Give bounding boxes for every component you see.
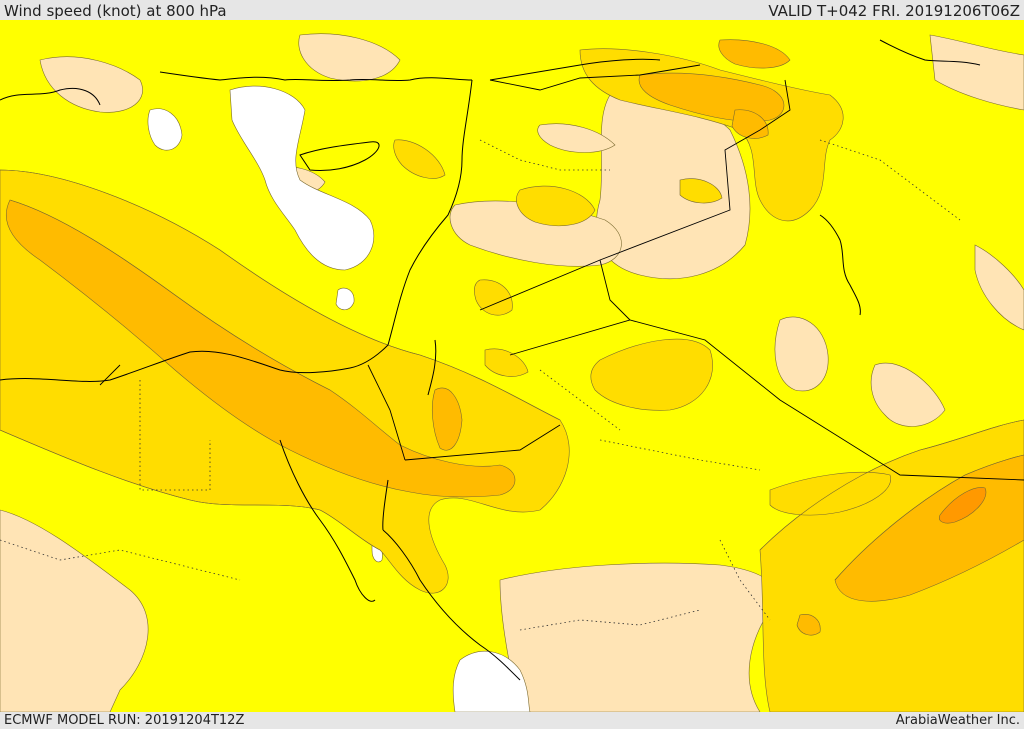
map-title: Wind speed (knot) at 800 hPa: [4, 2, 227, 20]
moderate-wind-area: [474, 279, 513, 316]
map-canvas: [0, 20, 1024, 712]
coastline: [879, 39, 981, 66]
coastline: [489, 58, 661, 81]
strong-wind-area: [638, 72, 785, 122]
moderate-wind-area: [484, 348, 529, 377]
low-wind-area: [298, 33, 401, 82]
moderate-wind-area: [590, 338, 713, 411]
low-wind-area: [774, 316, 829, 392]
low-wind-area: [39, 56, 143, 113]
coastline: [427, 339, 437, 396]
coastline: [159, 71, 473, 82]
contour-line: [0, 429, 381, 551]
map-footer: ECMWF MODEL RUN: 20191204T12Z ArabiaWeat…: [0, 712, 1024, 729]
contour-lines: [0, 169, 1024, 581]
coastline: [0, 79, 473, 382]
internal-boundaries: [0, 139, 961, 631]
internal-boundary: [519, 609, 701, 631]
credit: ArabiaWeather Inc.: [895, 713, 1020, 728]
coastline: [382, 529, 521, 681]
very-strong-wind-area: [939, 487, 987, 524]
strong-wind-area: [796, 614, 821, 636]
calm-area: [335, 287, 355, 311]
strong-wind-area: [718, 39, 791, 69]
strong-wind-area: [731, 109, 769, 139]
calm-areas: [147, 85, 531, 712]
low-wind-area: [0, 509, 149, 712]
internal-boundary: [539, 369, 621, 431]
coastline: [0, 87, 101, 106]
wind-speed-map: [0, 20, 1024, 712]
border-line: [599, 259, 631, 321]
low-wind-area: [537, 123, 616, 153]
border-line: [367, 364, 406, 461]
coastline: [279, 439, 376, 602]
contour-line: [9, 199, 331, 391]
contour-line: [759, 419, 1024, 551]
political-borders: [99, 64, 1024, 481]
moderate-wind-area: [393, 139, 446, 179]
coastlines: [0, 39, 981, 681]
internal-boundary: [819, 139, 961, 221]
contour-line: [834, 454, 1024, 581]
internal-boundary: [139, 380, 211, 491]
low-wind-area: [499, 562, 777, 712]
border-line: [509, 319, 1024, 481]
contour-line: [0, 169, 561, 421]
low-wind-area: [929, 34, 1024, 111]
model-run: ECMWF MODEL RUN: 20191204T12Z: [4, 713, 245, 728]
low-wind-area: [870, 362, 946, 427]
calm-area: [147, 108, 183, 151]
valid-time: VALID T+042 FRI. 20191206T06Z: [768, 2, 1020, 20]
moderate-wind-area: [679, 178, 723, 204]
coastline: [819, 214, 861, 316]
strong-wind-area: [431, 387, 463, 451]
map-header: Wind speed (knot) at 800 hPa VALID T+042…: [0, 0, 1024, 20]
calm-area: [452, 651, 531, 712]
moderate-wind-area: [516, 185, 596, 227]
border-line: [404, 424, 561, 461]
low-wind-areas: [0, 33, 1024, 712]
coastline: [299, 141, 380, 171]
coastline: [382, 479, 389, 531]
border-line: [489, 64, 701, 91]
border-line: [99, 364, 121, 386]
very-strong-wind-areas: [939, 487, 987, 524]
internal-boundary: [719, 539, 771, 621]
calm-area: [229, 85, 375, 271]
